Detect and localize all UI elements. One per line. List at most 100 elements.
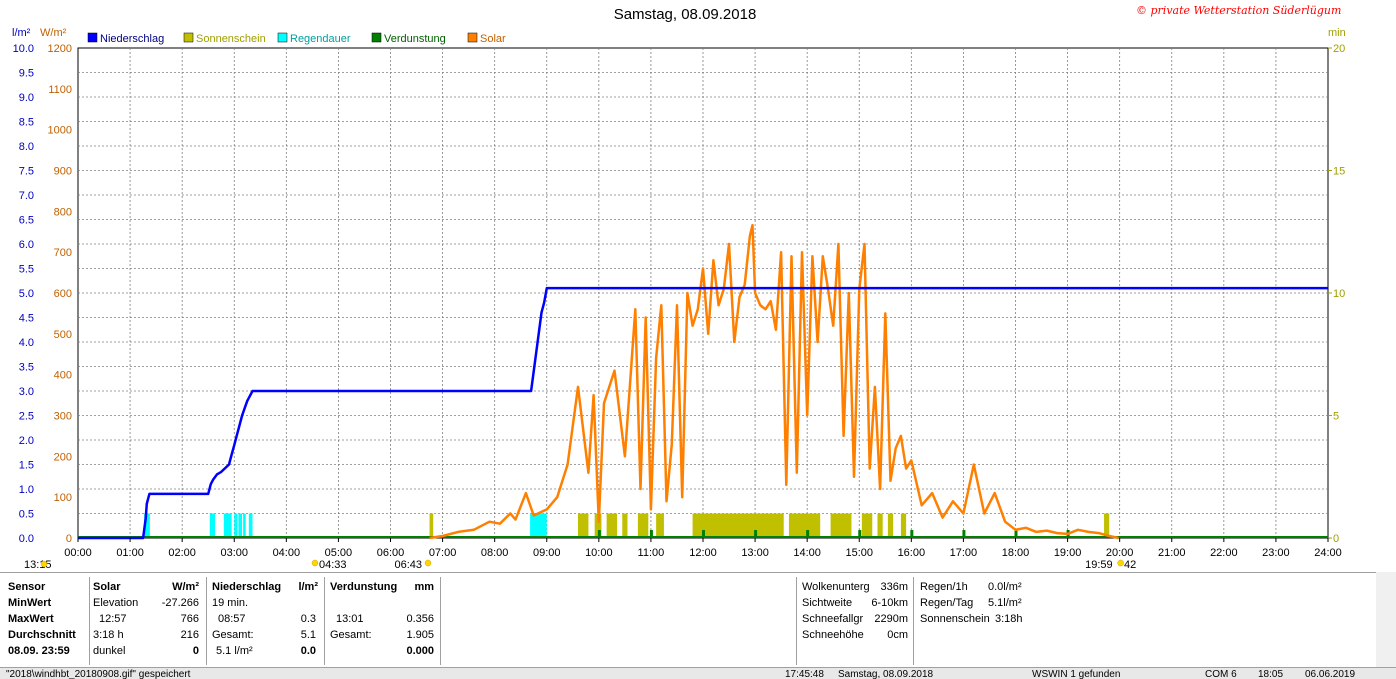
verdunstung-mark [962,530,966,537]
solar-value: 216 [180,629,199,641]
divider [796,577,797,665]
rain-label: Sonnenschein [920,613,990,625]
x-tick-label: 13:00 [741,547,769,559]
sonnenschein-bar [606,513,618,538]
verd-unit: mm [414,581,434,593]
sonnenschein-bar [656,513,664,538]
regendauer-bar [144,513,150,538]
verdunstung-mark [910,530,914,537]
legend-swatch [87,32,98,43]
x-tick-label: 14:00 [793,547,821,559]
solar-label: 12:57 [99,613,127,625]
sonnenschein-bar [692,513,784,538]
status-bar: "2018\windhbt_20180908.gif" gespeichert … [0,667,1396,679]
chart-grid [77,47,1329,539]
status-time: 17:45:48 [785,669,824,679]
sensor-column: Sensor MinWert MaxWert Durchschnitt 08.0… [8,579,88,659]
tick-label: 3.0 [19,386,34,398]
cond-label: Schneehöhe [802,629,864,641]
legend-swatch [467,32,478,43]
regendauer-bar [530,513,547,538]
tick-label: 0.5 [19,509,34,521]
sonnenschein-bar [594,513,602,538]
x-tick-label: 01:00 [116,547,144,559]
status-date: Samstag, 08.09.2018 [838,669,934,679]
cond-label: Wolkenunterg [802,581,870,593]
verdunstung-mark [597,530,601,537]
sonnenschein-bar [887,513,894,538]
tick-label: 4.0 [19,337,34,349]
verdunstung-mark [649,530,653,537]
tick-label: 8.5 [19,117,34,129]
tick-label: 9.0 [19,92,34,104]
x-tick-label: 21:00 [1158,547,1186,559]
legend-swatch [371,32,382,43]
stat-label: MaxWert [8,613,54,625]
x-tick-label: 08:00 [481,547,509,559]
bar-marks [144,513,1110,538]
tick-label: 1.0 [19,484,34,496]
legend-label: Niederschlag [100,33,164,45]
chart-area: 10.0 9.5 9.0 8.5 8.0 7.5 7.0 6.5 6.0 5.5 5.0 4.5 4.0… [0,0,1396,572]
verd-value: 1.905 [406,629,434,641]
x-tick-label: 05:00 [325,547,353,559]
tick-label: 0.0 [19,533,34,545]
cond-value: 2290m [874,613,908,625]
tick-label: 5 [1333,411,1339,423]
sonnenschein-bar [877,513,883,538]
tick-label: 9.5 [19,68,34,80]
solar-unit: W/m² [172,581,199,593]
x-tick-label: 16:00 [898,547,926,559]
regendauer-bar [248,513,253,538]
sonnenschein-bar [830,513,852,538]
verd-header: Verdunstung [330,581,398,593]
tick-label: 500 [54,329,72,341]
cond-value: 0cm [887,629,908,641]
x-tick-label: 20:00 [1106,547,1134,559]
tick-label: 1100 [48,84,72,96]
x-tick-label: 03:00 [220,547,248,559]
chart-title: Samstag, 08.09.2018 [613,6,757,23]
stat-label: Durchschnitt [8,629,76,641]
nied-label: 5.1 l/m² [216,645,253,657]
axis-unit-left2: W/m² [40,27,67,39]
x-tick-label: 00:00 [64,547,92,559]
tick-label: 0 [1333,533,1339,545]
time-annotation: 04:33 [319,559,347,571]
sonnenschein-bar [861,513,873,538]
tick-label: 20 [1333,43,1345,55]
verdunstung-mark [858,530,862,537]
solar-header: Solar [93,581,121,593]
verd-label: Gesamt: [330,629,372,641]
status-clock: 18:05 [1258,669,1284,679]
axis-unit-right: min [1328,27,1346,39]
verdunstung-mark [806,530,810,537]
solar-value: -27.266 [161,597,199,609]
rain-label: Regen/1h [920,581,968,593]
divider [440,577,441,665]
sun-marker [1117,559,1124,567]
stat-label: Sensor [8,581,46,593]
cond-value: 6-10km [871,597,908,609]
divider [206,577,207,665]
tick-label: 1.5 [19,460,34,472]
legend-swatch [183,32,194,43]
tick-label: 900 [54,166,72,178]
tick-label: 700 [54,247,72,259]
nied-value: 0.0 [300,645,316,657]
regendauer-bar [223,513,232,538]
cond-label: Schneefallgr [802,613,864,625]
x-tick-label: 07:00 [429,547,457,559]
tick-label: 100 [54,492,72,504]
sonnenschein-bar [637,513,649,538]
legend-swatch [277,32,288,43]
status-device: WSWIN 1 gefunden [1032,669,1121,679]
axes: 10.0 9.5 9.0 8.5 8.0 7.5 7.0 6.5 6.0 5.5 5.0 4.5 4.0… [12,27,1346,571]
sun-marker [424,559,432,567]
rain-value: 3:18h [995,613,1023,625]
copyright-label: © private Wetterstation Süderlügum [1136,4,1342,17]
stat-label: MinWert [8,597,52,609]
legend-label: Solar [480,33,506,45]
tick-label: 200 [54,451,72,463]
nied-label: 19 min. [212,597,249,609]
